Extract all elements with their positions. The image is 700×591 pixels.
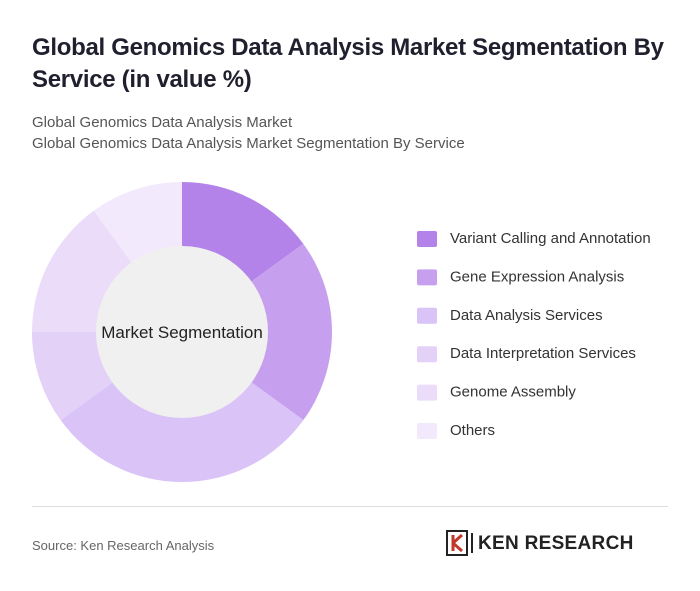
divider (32, 506, 668, 507)
legend-swatch (417, 423, 437, 439)
source: Source: Ken Research Analysis (32, 538, 215, 553)
legend-swatch (417, 269, 437, 286)
chart: Market Segmentation Variant Calling and A… (32, 182, 651, 482)
legend-swatch (417, 231, 437, 247)
legend-label: Gene Expression Analysis (450, 268, 624, 285)
legend-label: Variant Calling and Annotation (450, 230, 651, 247)
legend-label: Others (450, 422, 495, 439)
legend-swatch (417, 384, 437, 401)
center-label: Market Segmentation (101, 323, 263, 342)
legend-label: Genome Assembly (450, 384, 576, 401)
chart-title: Global Genomics Data Analysis Market Seg… (32, 34, 664, 93)
brand: KEN RESEARCH (478, 533, 634, 554)
subtitle: Global Genomics Data Analysis Market (32, 114, 293, 131)
legend-label: Data Analysis Services (450, 307, 603, 324)
donut-hole (96, 246, 268, 418)
logo-icon (446, 530, 473, 556)
legend-swatch (417, 346, 437, 363)
legend-swatch (417, 307, 437, 324)
subtitle: Global Genomics Data Analysis Market Seg… (32, 135, 465, 152)
legend-label: Data Interpretation Services (450, 345, 636, 362)
